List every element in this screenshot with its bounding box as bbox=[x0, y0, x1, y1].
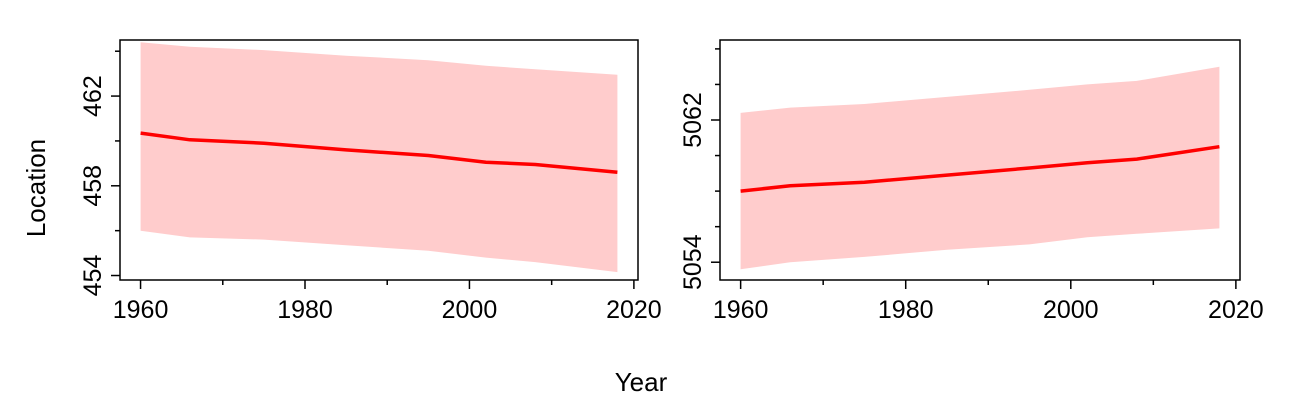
shared-x-axis-label: Year bbox=[615, 367, 668, 397]
x-tick-label: 2000 bbox=[442, 296, 498, 324]
x-tick-label: 1980 bbox=[878, 296, 934, 324]
x-tick-label: 1960 bbox=[713, 296, 769, 324]
y-tick-label: 5062 bbox=[679, 92, 707, 148]
x-tick-label: 2020 bbox=[606, 296, 662, 324]
x-tick-label: 2020 bbox=[1208, 296, 1264, 324]
x-tick-label: 1980 bbox=[277, 296, 333, 324]
confidence-band bbox=[140, 42, 618, 273]
plot-frame bbox=[119, 39, 639, 281]
y-tick-label: 5054 bbox=[679, 234, 707, 290]
left-panel: 1960 1980 2000 2020 454 458 462 bbox=[79, 39, 662, 324]
y-tick-label: 462 bbox=[79, 75, 107, 117]
confidence-band bbox=[740, 66, 1220, 270]
shared-y-axis-label: Location bbox=[21, 139, 51, 237]
x-tick-label: 1960 bbox=[113, 296, 169, 324]
right-panel: 1960 1980 2000 2020 5054 5062 bbox=[679, 39, 1264, 324]
y-tick-label: 458 bbox=[79, 165, 107, 207]
y-tick-label: 454 bbox=[79, 255, 107, 297]
plot-frame bbox=[719, 39, 1241, 281]
location-line bbox=[140, 131, 618, 175]
location-line bbox=[740, 144, 1220, 193]
x-tick-label: 2000 bbox=[1043, 296, 1099, 324]
